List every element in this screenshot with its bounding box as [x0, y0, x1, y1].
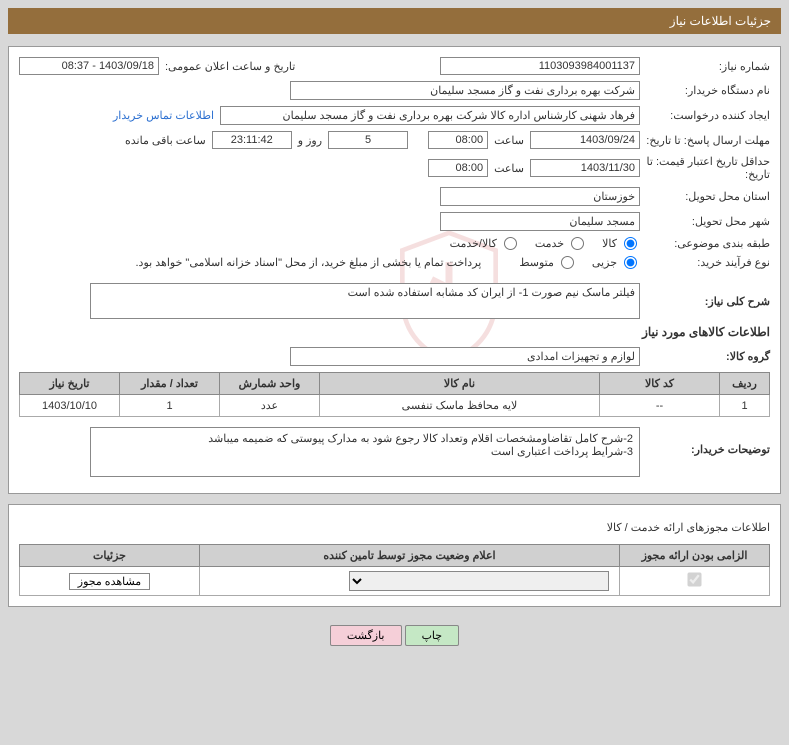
td-status	[200, 567, 620, 596]
cat-service-radio[interactable]	[571, 237, 584, 250]
footer-buttons: چاپ بازگشت	[8, 617, 781, 654]
main-panel: شماره نیاز: 1103093984001137 تاریخ و ساع…	[8, 46, 781, 494]
general-desc-value: فیلتر ماسک نیم صورت 1- از ایران کد مشابه…	[90, 283, 640, 319]
cat-goods-service-label: کالا/خدمت	[450, 237, 497, 250]
process-radio-group: جزیی متوسط	[519, 256, 640, 269]
proc-note: پرداخت تمام یا بخشی از مبلغ خرید، از محل…	[136, 256, 490, 269]
td-row: 1	[720, 395, 770, 417]
goods-group-value: لوازم و تجهیزات امدادی	[290, 347, 640, 366]
cat-goods-label: کالا	[602, 237, 617, 250]
requester-label: ایجاد کننده درخواست:	[640, 109, 770, 122]
back-button[interactable]: بازگشت	[330, 625, 402, 646]
need-no-label: شماره نیاز:	[640, 60, 770, 73]
view-license-button[interactable]: مشاهده مجوز	[69, 573, 150, 590]
days-value: 5	[328, 131, 408, 149]
category-radio-group: کالا خدمت کالا/خدمت	[450, 237, 640, 250]
cat-goods-radio[interactable]	[624, 237, 637, 250]
process-label: نوع فرآیند خرید:	[640, 256, 770, 269]
goods-group-label: گروه کالا:	[640, 350, 770, 363]
page-header: جزئیات اطلاعات نیاز	[8, 8, 781, 34]
cat-service-label: خدمت	[535, 237, 564, 250]
general-desc-label: شرح کلی نیاز:	[640, 295, 770, 308]
th-qty: تعداد / مقدار	[120, 373, 220, 395]
th-unit: واحد شمارش	[220, 373, 320, 395]
td-unit: عدد	[220, 395, 320, 417]
print-button[interactable]: چاپ	[405, 625, 460, 646]
price-valid-time: 08:00	[428, 159, 488, 177]
th-name: نام کالا	[320, 373, 600, 395]
th-date: تاریخ نیاز	[20, 373, 120, 395]
announce-label: تاریخ و ساعت اعلان عمومی:	[159, 60, 301, 73]
remaining-label: ساعت باقی مانده	[119, 134, 212, 147]
proc-partial-radio[interactable]	[624, 256, 637, 269]
proc-partial-label: جزیی	[592, 256, 617, 269]
license-row: مشاهده مجوز	[20, 567, 770, 596]
mandatory-checkbox	[687, 572, 701, 586]
license-table-header: الزامی بودن ارائه مجوز اعلام وضعیت مجوز …	[20, 545, 770, 567]
buyer-notes-label: توضیحات خریدار:	[640, 427, 770, 456]
announce-value: 1403/09/18 - 08:37	[19, 57, 159, 75]
proc-medium-radio[interactable]	[561, 256, 574, 269]
category-label: طبقه بندی موضوعی:	[640, 237, 770, 250]
th-details: جزئیات	[20, 545, 200, 567]
buyer-notes-value: 2-شرح کامل تقاضاومشخصات اقلام وتعداد کال…	[90, 427, 640, 477]
table-row: 1 -- لایه محافظ ماسک تنفسی عدد 1 1403/10…	[20, 395, 770, 417]
need-no-value: 1103093984001137	[440, 57, 640, 75]
th-row: ردیف	[720, 373, 770, 395]
deadline-date: 1403/09/24	[530, 131, 640, 149]
goods-table: ردیف کد کالا نام کالا واحد شمارش تعداد /…	[19, 372, 770, 417]
buyer-value: شرکت بهره برداری نفت و گاز مسجد سلیمان	[290, 81, 640, 100]
days-label: روز و	[292, 134, 328, 147]
td-qty: 1	[120, 395, 220, 417]
contact-link[interactable]: اطلاعات تماس خریدار	[113, 109, 220, 122]
status-dropdown[interactable]	[349, 571, 609, 591]
city-value: مسجد سلیمان	[440, 212, 640, 231]
goods-table-header: ردیف کد کالا نام کالا واحد شمارش تعداد /…	[20, 373, 770, 395]
deadline-time: 08:00	[428, 131, 488, 149]
city-label: شهر محل تحویل:	[640, 215, 770, 228]
countdown-value: 23:11:42	[212, 131, 292, 149]
time-label-1: ساعت	[488, 134, 530, 147]
deadline-label: مهلت ارسال پاسخ: تا تاریخ:	[640, 134, 770, 147]
td-details: مشاهده مجوز	[20, 567, 200, 596]
price-valid-label: حداقل تاریخ اعتبار قیمت: تا تاریخ:	[640, 155, 770, 181]
td-code: --	[600, 395, 720, 417]
td-name: لایه محافظ ماسک تنفسی	[320, 395, 600, 417]
time-label-2: ساعت	[488, 162, 530, 175]
goods-section-title: اطلاعات کالاهای مورد نیاز	[19, 325, 770, 339]
th-status: اعلام وضعیت مجوز توسط تامین کننده	[200, 545, 620, 567]
price-valid-date: 1403/11/30	[530, 159, 640, 177]
license-table: الزامی بودن ارائه مجوز اعلام وضعیت مجوز …	[19, 544, 770, 596]
province-value: خوزستان	[440, 187, 640, 206]
td-date: 1403/10/10	[20, 395, 120, 417]
requester-value: فرهاد شهنی کارشناس اداره کالا شرکت بهره …	[220, 106, 640, 125]
th-mandatory: الزامی بودن ارائه مجوز	[620, 545, 770, 567]
th-code: کد کالا	[600, 373, 720, 395]
province-label: استان محل تحویل:	[640, 190, 770, 203]
license-panel: اطلاعات مجوزهای ارائه خدمت / کالا الزامی…	[8, 504, 781, 607]
page-title: جزئیات اطلاعات نیاز	[670, 14, 771, 28]
license-section-title: اطلاعات مجوزهای ارائه خدمت / کالا	[19, 521, 770, 534]
cat-goods-service-radio[interactable]	[504, 237, 517, 250]
proc-medium-label: متوسط	[519, 256, 554, 269]
td-mandatory	[620, 567, 770, 596]
buyer-label: نام دستگاه خریدار:	[640, 84, 770, 97]
